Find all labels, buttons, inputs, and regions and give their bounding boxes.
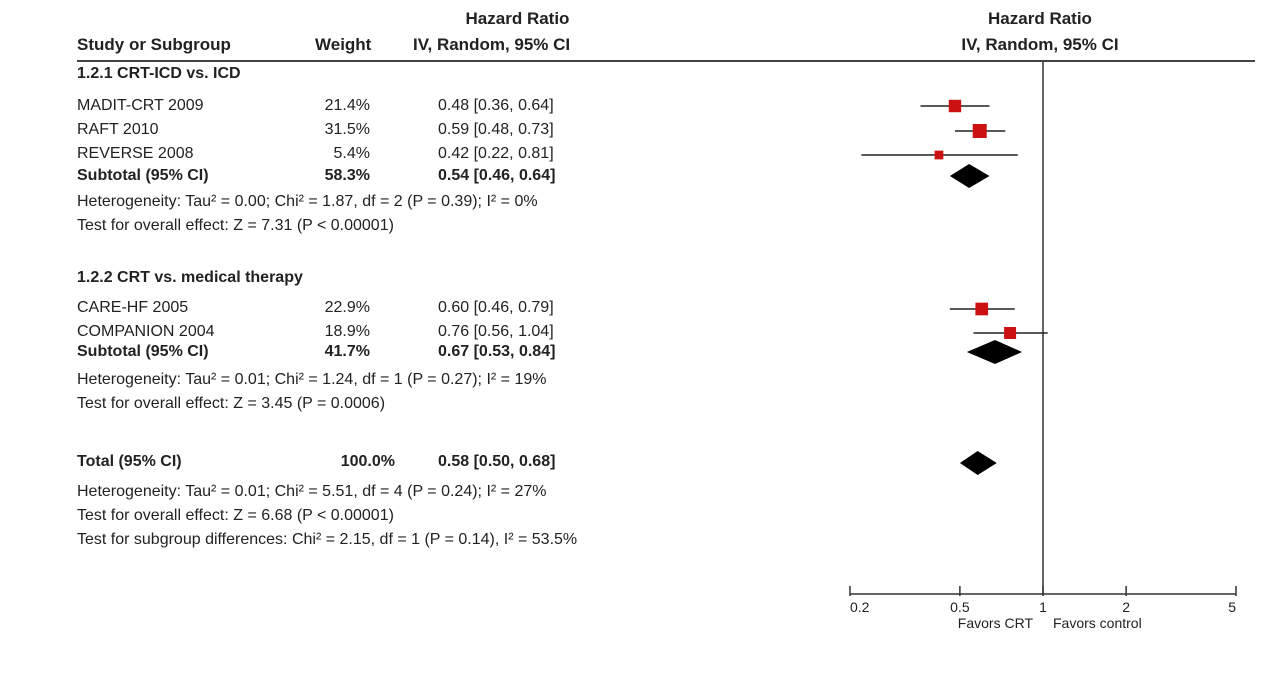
subtotal-ci: 0.67 [0.53, 0.84] <box>438 343 556 360</box>
favors-control-label: Favors control <box>1053 615 1142 631</box>
favors-crt-label: Favors CRT <box>958 615 1034 631</box>
point-estimate-carehf <box>975 302 989 316</box>
study-column-header: Study or Subgroup <box>77 35 231 54</box>
subtotal-label: Subtotal (95% CI) <box>77 167 209 184</box>
x-tick-label: 5 <box>1228 599 1236 615</box>
study-weight: 18.9% <box>324 323 370 340</box>
study-name: MADIT-CRT 2009 <box>77 97 204 114</box>
plot-title: Hazard Ratio <box>988 9 1092 28</box>
group-1-title: 1.2.1 CRT-ICD vs. ICD <box>77 65 241 82</box>
heterogeneity-text: Heterogeneity: Tau² = 0.00; Chi² = 1.87,… <box>77 193 538 210</box>
study-name: CARE-HF 2005 <box>77 299 189 316</box>
total-ci: 0.58 [0.50, 0.68] <box>438 453 556 470</box>
group-2-title: 1.2.2 CRT vs. medical therapy <box>77 269 303 286</box>
total-heterogeneity-text: Heterogeneity: Tau² = 0.01; Chi² = 5.51,… <box>77 483 547 500</box>
point-estimate-reverse <box>934 150 944 160</box>
diamond-sub1 <box>949 164 990 188</box>
x-tick-label: 0.2 <box>850 599 870 615</box>
diamond-total <box>959 451 997 475</box>
study-ci: 0.60 [0.46, 0.79] <box>438 299 554 316</box>
study-ci: 0.76 [0.56, 1.04] <box>438 323 554 340</box>
weight-column-header: Weight <box>315 35 372 54</box>
study-ci: 0.59 [0.48, 0.73] <box>438 121 554 138</box>
subtotal-weight: 41.7% <box>324 343 370 360</box>
study-weight: 22.9% <box>324 299 370 316</box>
study-name: REVERSE 2008 <box>77 145 194 162</box>
study-name: RAFT 2010 <box>77 121 159 138</box>
heterogeneity-text: Heterogeneity: Tau² = 0.01; Chi² = 1.24,… <box>77 371 547 388</box>
x-tick-label: 0.5 <box>950 599 970 615</box>
total-label: Total (95% CI) <box>77 453 182 470</box>
study-ci: 0.42 [0.22, 0.81] <box>438 145 554 162</box>
diamond-sub2 <box>966 340 1023 364</box>
x-tick-label: 2 <box>1122 599 1130 615</box>
total-overall-effect-text: Test for overall effect: Z = 6.68 (P < 0… <box>77 507 394 524</box>
plot-subtitle: IV, Random, 95% CI <box>961 35 1119 54</box>
overall-effect-text: Test for overall effect: Z = 3.45 (P = 0… <box>77 395 386 412</box>
hr-column-subtitle: IV, Random, 95% CI <box>413 35 571 54</box>
subtotal-ci: 0.54 [0.46, 0.64] <box>438 167 556 184</box>
point-estimate-madit <box>948 99 962 113</box>
study-weight: 31.5% <box>324 121 370 138</box>
study-weight: 5.4% <box>333 145 370 162</box>
overall-effect-text: Test for overall effect: Z = 7.31 (P < 0… <box>77 217 394 234</box>
study-name: COMPANION 2004 <box>77 323 215 340</box>
total-weight: 100.0% <box>340 453 395 470</box>
subtotal-label: Subtotal (95% CI) <box>77 343 209 360</box>
hr-column-title: Hazard Ratio <box>465 9 570 28</box>
x-tick-label: 1 <box>1039 599 1047 615</box>
point-estimate-companion <box>1004 327 1017 339</box>
point-estimate-raft <box>972 124 987 138</box>
header-rule <box>77 60 1255 62</box>
subgroup-differences-text: Test for subgroup differences: Chi² = 2.… <box>77 531 578 548</box>
study-weight: 21.4% <box>324 97 370 114</box>
subtotal-weight: 58.3% <box>324 167 370 184</box>
study-ci: 0.48 [0.36, 0.64] <box>438 97 554 114</box>
